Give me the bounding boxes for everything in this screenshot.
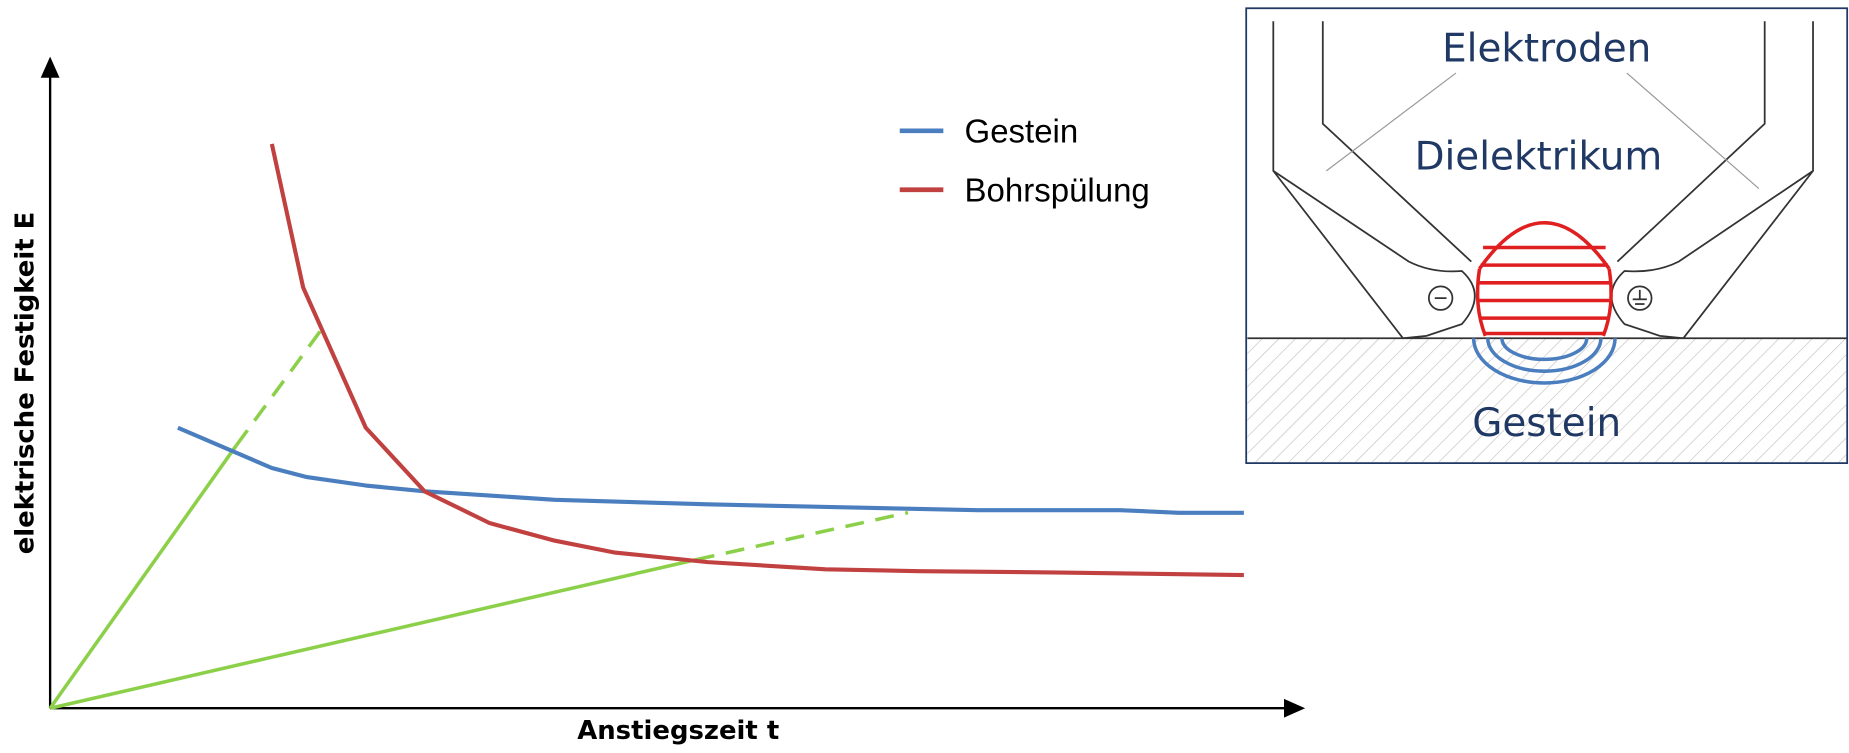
- data-line: [178, 428, 1244, 513]
- inset-label: Dielektrikum: [1415, 135, 1663, 180]
- x-axis-label: Anstiegszeit t: [577, 716, 779, 746]
- y-axis-label: elektrische Festigkeit E: [11, 212, 41, 555]
- inset-label: Gestein: [1472, 401, 1621, 446]
- legend-label: Gestein: [965, 113, 1079, 150]
- chart: Anstiegszeit t elektrische Festigkeit E …: [0, 0, 1849, 753]
- page: {"chart_data": {"type": "line", "xlabel"…: [0, 0, 1849, 753]
- legend-label: Bohrspülung: [965, 172, 1150, 209]
- inset-diagram: Elektroden Dielektrikum Gestein: [1246, 8, 1847, 463]
- inset-label: Elektroden: [1442, 26, 1651, 71]
